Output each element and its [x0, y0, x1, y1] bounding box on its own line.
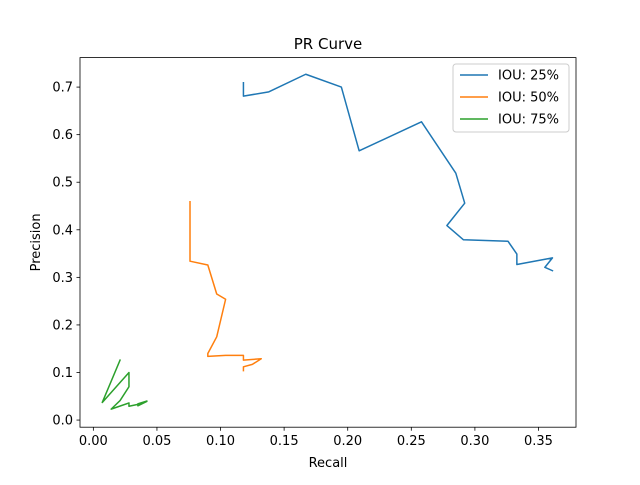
- axes-frame: [79, 57, 577, 428]
- x-axis-label: Recall: [309, 456, 348, 471]
- x-tick-label: 0.00: [79, 434, 108, 449]
- legend-label: IOU: 25%: [498, 69, 559, 84]
- plot-layer: [101, 73, 554, 410]
- chart-title: PR Curve: [294, 35, 363, 53]
- legend-entries: IOU: 25% IOU: 50% IOU: 75%: [460, 69, 559, 128]
- legend-label: IOU: 75%: [498, 113, 559, 128]
- legend: IOU: 25% IOU: 50% IOU: 75%: [452, 63, 570, 133]
- y-tick-label: 0.6: [52, 128, 73, 143]
- x-tick-label: 0.35: [524, 434, 553, 449]
- y-tick-label: 0.5: [52, 176, 73, 191]
- x-tick-label: 0.10: [206, 434, 235, 449]
- x-tick-label: 0.25: [397, 434, 426, 449]
- x-tick-label: 0.20: [333, 434, 362, 449]
- y-tick-label: 0.4: [52, 223, 73, 238]
- y-tick-label: 0.0: [52, 414, 73, 429]
- x-tick-label: 0.30: [460, 434, 489, 449]
- x-axis-ticks: 0.00 0.05 0.10 0.15 0.20 0.25 0.30 0.35: [79, 427, 553, 449]
- y-tick-label: 0.3: [52, 271, 73, 286]
- y-tick-label: 0.1: [52, 366, 73, 381]
- y-tick-label: 0.2: [52, 318, 73, 333]
- x-tick-label: 0.05: [142, 434, 171, 449]
- legend-box: [452, 63, 570, 133]
- x-tick-label: 0.15: [270, 434, 299, 449]
- series-line-3: [101, 359, 148, 410]
- series-line-2: [189, 200, 262, 372]
- y-tick-label: 0.7: [52, 81, 73, 96]
- legend-label: IOU: 50%: [498, 91, 559, 106]
- series-line-1: [242, 73, 554, 272]
- y-axis-label: Precision: [29, 213, 44, 271]
- y-axis-ticks: 0.0 0.1 0.2 0.3 0.4 0.5 0.6 0.7: [52, 81, 80, 429]
